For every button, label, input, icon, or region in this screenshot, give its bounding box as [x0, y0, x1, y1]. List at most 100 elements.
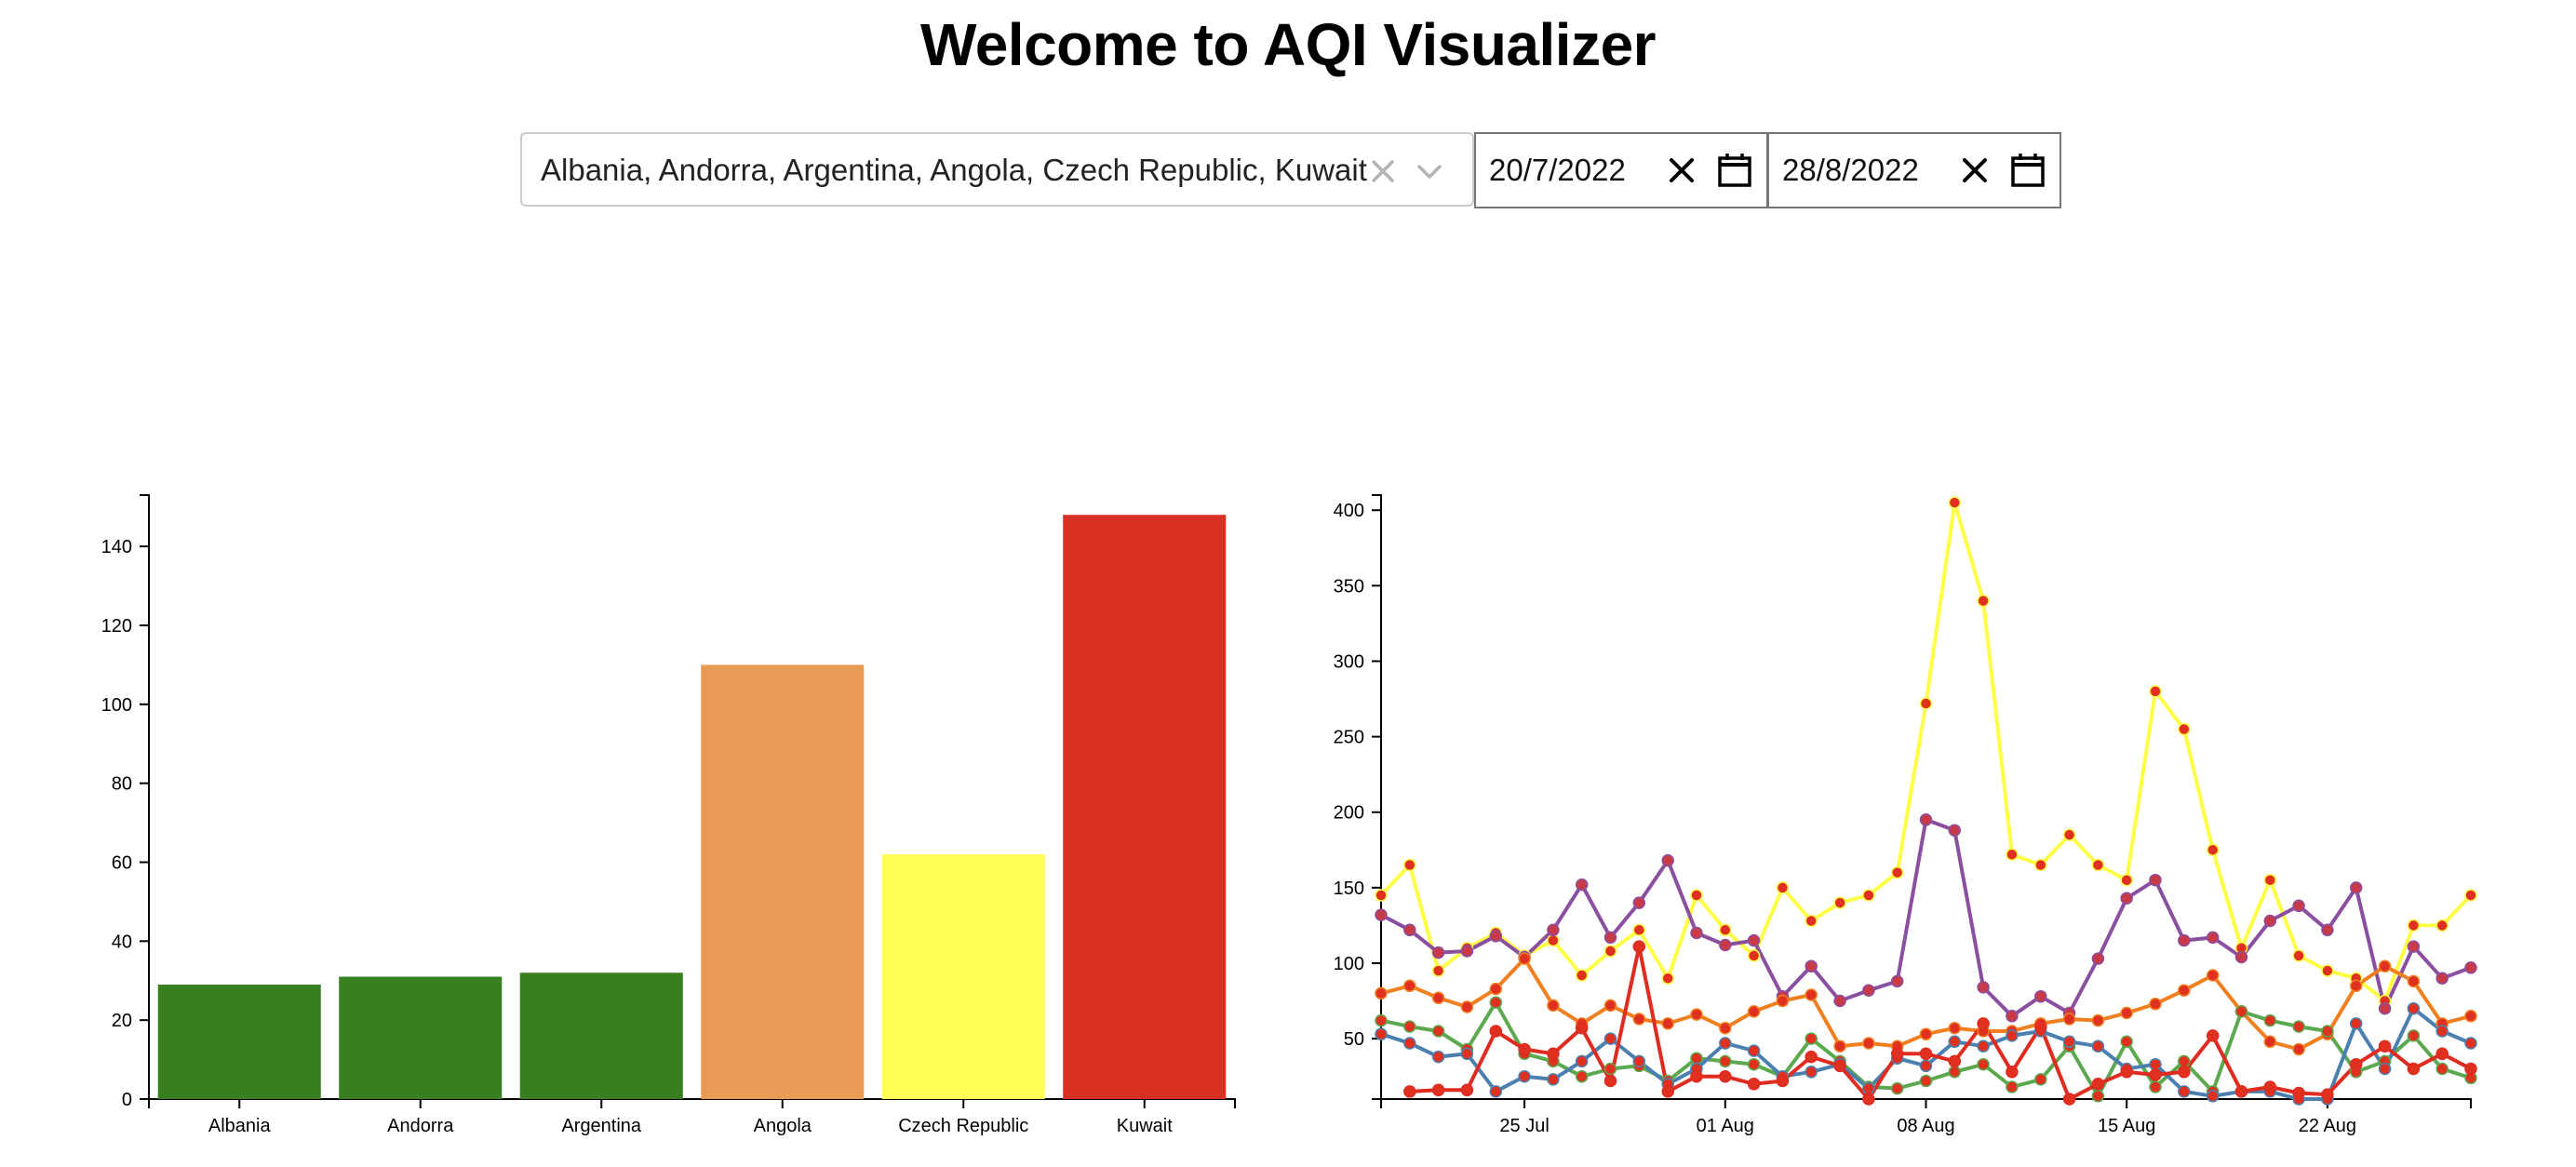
- end-date-picker[interactable]: 28/8/2022: [1767, 132, 2061, 208]
- series-point-4: [2206, 1090, 2220, 1103]
- series-point-3: [1805, 1032, 1818, 1045]
- series-point-3: [1375, 1013, 1388, 1027]
- series-point-1: [1460, 945, 1474, 958]
- clear-selection-icon[interactable]: [1366, 154, 1400, 188]
- line-y-tick-label: 200: [1334, 803, 1364, 824]
- chevron-down-icon[interactable]: [1413, 154, 1446, 188]
- bar-albania: [157, 984, 321, 1099]
- series-point-3: [2006, 1080, 2019, 1093]
- series-point-0: [1575, 969, 1589, 982]
- series-point-5: [1431, 1083, 1445, 1097]
- series-point-3: [2149, 1080, 2162, 1093]
- series-point-1: [1805, 959, 1818, 972]
- series-point-4: [2006, 1029, 2019, 1042]
- series-point-3: [1919, 1074, 1933, 1088]
- series-point-2: [1719, 1021, 1732, 1035]
- bar-y-tick-label: 0: [122, 1090, 132, 1110]
- series-point-3: [1575, 1069, 1589, 1083]
- series-point-2: [2464, 1010, 2477, 1023]
- series-point-1: [2006, 1010, 2019, 1023]
- series-point-2: [1518, 952, 1531, 965]
- series-point-5: [2178, 1066, 2191, 1079]
- series-point-3: [2407, 1029, 2421, 1042]
- series-point-4: [2091, 1040, 2105, 1053]
- series-point-5: [1603, 1074, 1617, 1088]
- series-point-5: [2149, 1068, 2162, 1081]
- bar-czech-republic: [881, 854, 1045, 1099]
- clear-start-date-icon[interactable]: [1664, 153, 1699, 188]
- series-point-2: [1460, 1000, 1474, 1013]
- series-point-5: [1948, 1054, 1962, 1068]
- series-point-1: [2263, 914, 2277, 928]
- series-point-1: [2206, 931, 2220, 945]
- series-point-2: [1661, 1017, 1674, 1030]
- series-point-4: [1747, 1044, 1761, 1057]
- series-point-0: [2149, 685, 2162, 698]
- series-point-1: [1632, 896, 1646, 909]
- series-point-5: [1776, 1074, 1790, 1088]
- series-point-1: [1375, 908, 1388, 921]
- clear-end-date-icon[interactable]: [1957, 153, 1992, 188]
- series-point-5: [1489, 1025, 1503, 1038]
- line-y-tick-label: 100: [1334, 954, 1364, 974]
- series-point-1: [1747, 933, 1761, 947]
- series-point-4: [2407, 1001, 2421, 1015]
- series-point-4: [1431, 1050, 1445, 1064]
- series-point-5: [2321, 1088, 2334, 1101]
- bar-y-tick-label: 20: [112, 1011, 132, 1031]
- series-point-3: [1431, 1025, 1445, 1038]
- series-point-1: [2234, 950, 2248, 964]
- series-point-2: [1747, 1005, 1761, 1018]
- bar-y-tick-label: 80: [112, 774, 132, 795]
- start-date-picker[interactable]: 20/7/2022: [1474, 132, 1768, 208]
- series-point-0: [1632, 923, 1646, 937]
- series-point-1: [1431, 946, 1445, 959]
- series-point-0: [1890, 865, 1904, 879]
- series-point-0: [2006, 848, 2019, 861]
- series-point-0: [1948, 496, 1962, 509]
- series-point-3: [1747, 1057, 1761, 1071]
- bar-x-tick-label: Albania: [208, 1116, 272, 1136]
- start-date-value[interactable]: 20/7/2022: [1489, 153, 1626, 187]
- series-point-1: [1489, 930, 1503, 943]
- series-point-3: [1603, 1062, 1617, 1076]
- end-date-value[interactable]: 28/8/2022: [1782, 153, 1919, 187]
- series-point-0: [1403, 858, 1416, 872]
- series-point-5: [1977, 1017, 1990, 1030]
- series-point-1: [1977, 981, 1990, 994]
- series-point-1: [1661, 853, 1674, 867]
- series-point-5: [2263, 1080, 2277, 1093]
- series-point-3: [2292, 1020, 2305, 1033]
- series-point-5: [1661, 1085, 1674, 1098]
- series-point-5: [1575, 1021, 1589, 1035]
- line-x-tick-label: 15 Aug: [2098, 1116, 2155, 1136]
- series-point-0: [1431, 964, 1445, 977]
- series-point-4: [1805, 1066, 1818, 1079]
- bar-x-tick-label: Argentina: [561, 1116, 641, 1136]
- series-point-2: [2378, 959, 2392, 972]
- series-point-4: [1948, 1035, 1962, 1049]
- series-point-5: [2292, 1086, 2305, 1100]
- bar-y-tick-label: 60: [112, 852, 132, 873]
- series-line-0: [1379, 501, 2473, 1003]
- series-point-0: [1661, 972, 1674, 985]
- series-point-0: [2178, 722, 2191, 736]
- series-point-4: [1862, 1081, 1875, 1095]
- series-point-2: [2206, 969, 2220, 982]
- series-point-2: [1862, 1037, 1875, 1050]
- series-point-5: [2120, 1066, 2133, 1079]
- start-calendar-icon[interactable]: [1716, 152, 1753, 189]
- series-point-0: [2206, 843, 2220, 857]
- series-point-5: [1690, 1069, 1703, 1083]
- line-y-axis: [1372, 494, 1382, 1100]
- series-point-1: [2378, 1001, 2392, 1015]
- series-point-4: [1375, 1027, 1388, 1040]
- series-point-4: [1403, 1037, 1416, 1050]
- series-point-3: [2321, 1025, 2334, 1038]
- series-point-1: [1690, 926, 1703, 940]
- end-calendar-icon[interactable]: [2009, 152, 2046, 189]
- country-multiselect[interactable]: Albania, Andorra, Argentina, Angola, Cze…: [520, 132, 1474, 207]
- series-point-2: [2149, 998, 2162, 1011]
- series-point-5: [1518, 1042, 1531, 1056]
- series-point-0: [2407, 919, 2421, 932]
